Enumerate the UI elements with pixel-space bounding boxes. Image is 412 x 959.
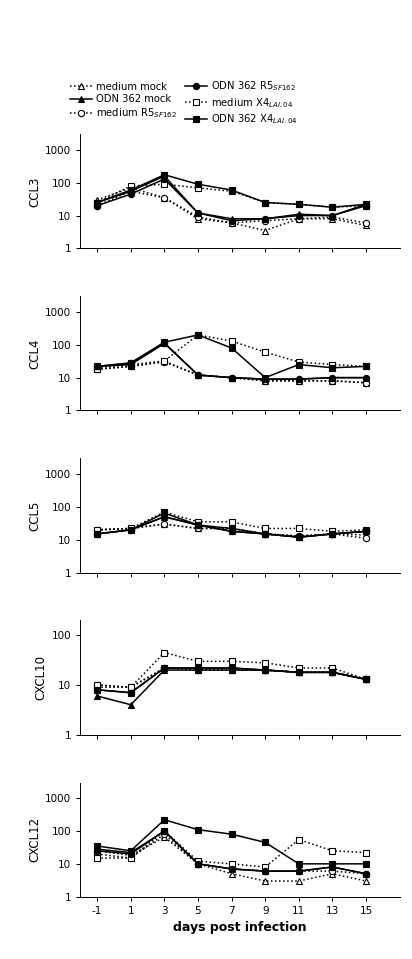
Y-axis label: CXCL12: CXCL12 [28, 817, 41, 862]
Y-axis label: CCL4: CCL4 [28, 339, 41, 368]
Y-axis label: CXCL10: CXCL10 [35, 655, 47, 700]
Legend: medium mock, ODN 362 mock, medium R5$_{SF162}$, ODN 362 R5$_{SF162}$, medium X4$: medium mock, ODN 362 mock, medium R5$_{S… [69, 79, 299, 127]
Y-axis label: CCL5: CCL5 [28, 501, 41, 530]
X-axis label: days post infection: days post infection [173, 922, 307, 934]
Y-axis label: CCL3: CCL3 [28, 176, 41, 206]
